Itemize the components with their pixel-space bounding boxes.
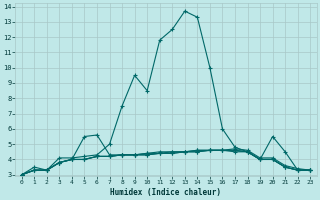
- X-axis label: Humidex (Indice chaleur): Humidex (Indice chaleur): [110, 188, 221, 197]
